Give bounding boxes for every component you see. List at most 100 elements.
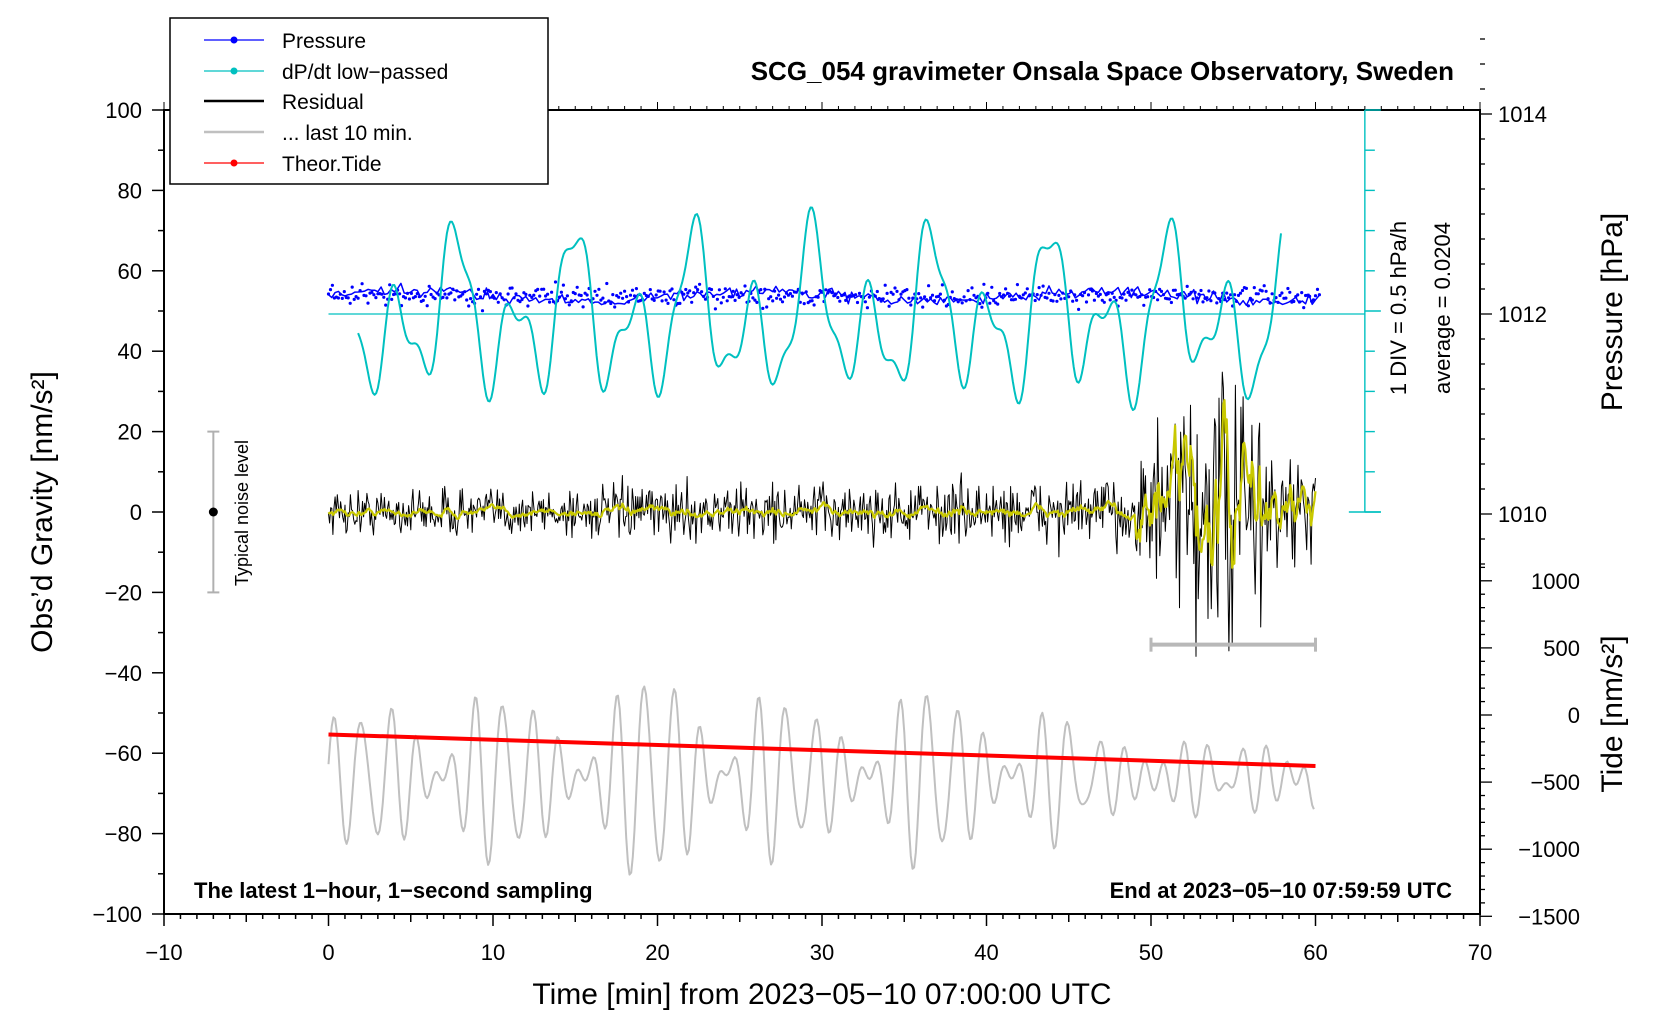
- pressure-point: [980, 305, 984, 309]
- pressure-point: [488, 290, 492, 294]
- noise-label: Typical noise level: [232, 440, 252, 586]
- pressure-point: [925, 298, 929, 302]
- pressure-point: [921, 305, 925, 309]
- pressure-point: [842, 293, 846, 297]
- pressure-point: [1308, 294, 1312, 298]
- tide-tick-labels: 1000 500 0 −500 −1000 −1500: [1518, 569, 1580, 930]
- pressure-point: [326, 292, 331, 296]
- pressure-point: [1187, 292, 1191, 296]
- y-tick-label: 100: [105, 98, 142, 123]
- pressure-point: [557, 295, 562, 299]
- pressure-point: [1313, 294, 1318, 298]
- pressure-point: [1250, 298, 1254, 302]
- pressure-point: [1209, 299, 1213, 303]
- pressure-point: [461, 292, 465, 296]
- pressure-point: [398, 292, 402, 296]
- pressure-point: [617, 295, 621, 299]
- pressure-point: [938, 292, 943, 296]
- x-tick-label: 10: [481, 940, 505, 965]
- pressure-point: [723, 287, 727, 291]
- pressure-point: [532, 293, 536, 297]
- pressure-point: [703, 297, 708, 301]
- pressure-point: [1167, 297, 1171, 301]
- pressure-point: [711, 294, 716, 298]
- series-residual: [327, 371, 1317, 657]
- pressure-point: [625, 295, 629, 299]
- series-theor-tide: [328, 732, 1316, 768]
- y-tick-label: −20: [105, 580, 142, 605]
- pressure-point: [857, 291, 862, 295]
- pressure-point: [421, 298, 425, 302]
- pressure-point: [599, 298, 603, 302]
- series-dpdt-low-passed: [328, 206, 1365, 411]
- pressure-point: [360, 282, 364, 286]
- pressure-point: [777, 293, 781, 297]
- pressure-point: [441, 295, 445, 299]
- y-axis-title-pressure: Pressure [hPa]: [1596, 213, 1629, 411]
- y-tick-label: 20: [118, 420, 142, 445]
- pressure-point: [561, 283, 566, 287]
- pressure-point: [1199, 288, 1203, 293]
- pressure-point: [729, 295, 733, 299]
- pressure-point: [346, 296, 350, 300]
- pressure-point: [1252, 286, 1256, 290]
- y-tick-label: −60: [105, 741, 142, 766]
- pressure-point: [911, 296, 915, 300]
- pressure-point: [628, 293, 633, 297]
- pressure-point: [778, 297, 783, 301]
- pressure-point: [751, 296, 755, 300]
- pressure-point: [899, 292, 903, 296]
- x-tick-label: 30: [810, 940, 834, 965]
- pressure-point: [1007, 294, 1012, 298]
- pressure-point: [690, 300, 694, 304]
- x-tick-label: 70: [1468, 940, 1492, 965]
- pressure-point: [445, 296, 449, 300]
- pressure-point: [1158, 287, 1162, 291]
- pressure-point: [737, 295, 741, 299]
- pressure-point: [855, 300, 860, 305]
- pressure-point: [1057, 293, 1061, 297]
- pressure-point: [480, 309, 485, 313]
- pressure-point: [1234, 299, 1239, 303]
- pressure-point: [1112, 295, 1116, 299]
- pressure-point: [338, 292, 342, 296]
- x-axis-title: Time [min] from 2023−05−10 07:00:00 UTC: [532, 978, 1111, 1011]
- pressure-point: [433, 297, 437, 301]
- pressure-point: [682, 292, 686, 296]
- pressure-point: [494, 291, 498, 295]
- pressure-point: [780, 300, 785, 304]
- pressure-point: [484, 292, 488, 296]
- pressure-point: [769, 295, 773, 299]
- average-label: average = 0.0204: [1430, 222, 1455, 394]
- pressure-point: [352, 297, 356, 301]
- pressure-point: [550, 290, 554, 294]
- pressure-point: [988, 301, 992, 305]
- pressure-point: [927, 284, 931, 288]
- pressure-point: [867, 295, 872, 299]
- pressure-point: [1037, 286, 1041, 290]
- pressure-point: [1161, 293, 1166, 297]
- pressure-point: [672, 298, 676, 302]
- legend-marker-tide: [230, 159, 238, 167]
- pressure-point: [565, 294, 570, 298]
- pressure-point: [514, 292, 518, 296]
- y-tick-label: 40: [118, 339, 142, 364]
- pressure-tick-label: 1010: [1498, 502, 1547, 527]
- pressure-point: [1213, 291, 1217, 295]
- pressure-point: [1233, 293, 1237, 297]
- pressure-point: [700, 290, 704, 294]
- pressure-point: [1284, 296, 1288, 300]
- pressure-point: [844, 298, 848, 302]
- pressure-point: [1185, 284, 1189, 288]
- pressure-point: [950, 290, 954, 294]
- pressure-point: [518, 300, 522, 304]
- pressure-point: [773, 289, 777, 293]
- pressure-point: [1124, 298, 1128, 302]
- pressure-point: [1013, 297, 1018, 301]
- pressure-point: [403, 296, 408, 300]
- pressure-point: [634, 287, 639, 291]
- pressure-point: [451, 287, 455, 291]
- pressure-point: [684, 287, 688, 292]
- pressure-point: [1207, 289, 1211, 293]
- pressure-point: [1215, 301, 1219, 305]
